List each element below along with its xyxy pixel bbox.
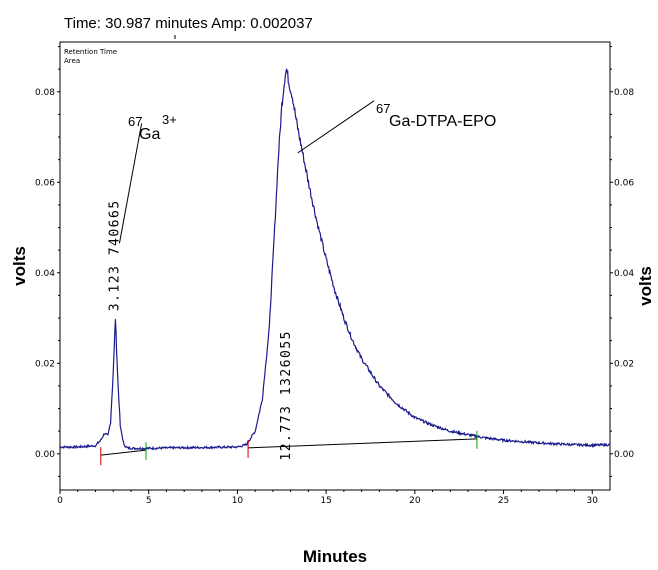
annotation-pointer	[118, 123, 143, 244]
x-tick-label: 30	[587, 496, 599, 506]
y-axis-title-right: volts	[636, 266, 655, 306]
status-time-value: 30.987	[105, 15, 151, 32]
annotation-isotope: 67	[376, 101, 390, 116]
y-tick-label-right: 0.02	[614, 359, 634, 369]
x-tick-label: 15	[320, 496, 331, 506]
baseline-segment	[100, 449, 147, 456]
y-tick-label-right: 0.04	[614, 269, 634, 279]
x-axis-title: Minutes	[303, 547, 367, 566]
axis-ticks: 0 5 10 15 20 25 30 0.00 0.00 0.02 0.02 0.04 0.04 0.06…	[35, 46, 634, 506]
chromatogram-trace	[59, 68, 611, 451]
series-layer	[59, 68, 611, 451]
annotation-compound: Ga-DTPA-EPO	[389, 113, 496, 130]
y-tick-label-right: 0.08	[614, 88, 634, 98]
peak-label: 12.773 1326055	[279, 330, 294, 461]
y-tick-label-left: 0.02	[35, 359, 55, 369]
legend-retention-time: Retention Time	[64, 48, 117, 56]
peak-label: 3.123 740665	[108, 199, 123, 311]
x-tick-label: 20	[409, 496, 421, 506]
annotation-charge: 3+	[162, 112, 177, 127]
y-tick-label-left: 0.04	[35, 269, 55, 279]
status-readout: Time: 30.987 minutes Amp: 0.002037	[64, 15, 313, 32]
y-tick-label-left: 0.00	[35, 450, 55, 460]
y-tick-label-left: 0.08	[35, 88, 55, 98]
y-tick-label-right: 0.06	[614, 178, 634, 188]
legend-area: Area	[64, 57, 80, 65]
x-tick-label: 25	[498, 496, 509, 506]
status-amp-label: Amp:	[211, 15, 246, 32]
y-axis-title-left: volts	[10, 246, 29, 286]
baseline-segment	[248, 438, 477, 449]
x-tick-label: 5	[146, 496, 152, 506]
annotation-isotope: 67	[128, 114, 142, 129]
status-time-label: Time:	[64, 15, 101, 32]
annotation-element: Ga	[139, 126, 160, 143]
status-time-unit: minutes	[155, 15, 208, 32]
integration-markers	[100, 430, 478, 466]
y-tick-label-left: 0.06	[35, 178, 55, 188]
status-amp-value: 0.002037	[250, 15, 313, 32]
annotation-pointer	[297, 100, 375, 154]
y-tick-label-right: 0.00	[614, 450, 634, 460]
x-tick-label: 0	[57, 496, 63, 506]
baselines	[100, 438, 477, 456]
x-tick-label: 10	[232, 496, 244, 506]
plot-area[interactable]	[59, 41, 611, 491]
